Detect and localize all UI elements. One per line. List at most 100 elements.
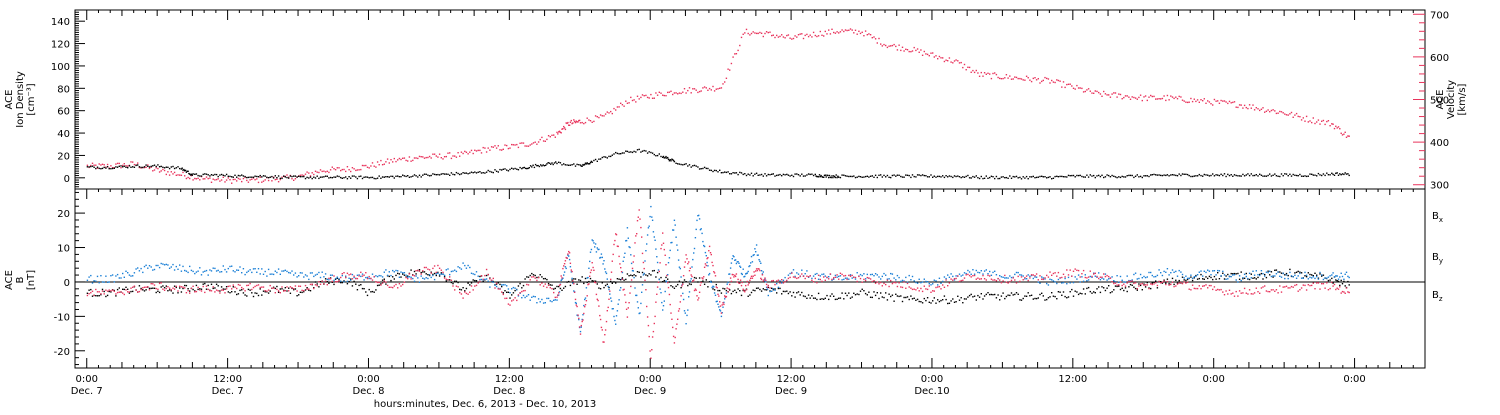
b-bz-point xyxy=(684,261,686,263)
velocity-point xyxy=(259,176,261,178)
density-point xyxy=(547,162,549,164)
velocity-point xyxy=(826,33,828,35)
density-point xyxy=(331,177,333,179)
velocity-point xyxy=(880,43,882,45)
density-point xyxy=(658,153,660,155)
velocity-point xyxy=(341,168,343,171)
b-bz-point xyxy=(630,285,632,288)
b-bz-point xyxy=(469,291,471,293)
density-point xyxy=(645,150,647,152)
density-point xyxy=(911,174,914,176)
b-bz-point xyxy=(597,299,599,302)
b-bz-point xyxy=(86,294,89,297)
velocity-point xyxy=(1136,98,1138,100)
b-bx-point xyxy=(968,294,971,297)
velocity-point xyxy=(599,114,602,116)
velocity-point xyxy=(693,88,696,90)
density-point xyxy=(1230,174,1232,176)
bottom-ytick-label: 20 xyxy=(57,209,70,220)
b-bz-point xyxy=(679,301,681,303)
b-by-point xyxy=(880,278,882,280)
density-point xyxy=(1035,176,1038,179)
density-point xyxy=(618,153,620,155)
b-bz-point xyxy=(400,285,402,287)
velocity-point xyxy=(962,66,964,69)
b-by-point xyxy=(787,274,790,276)
b-by-point xyxy=(454,269,456,271)
b-bx-point xyxy=(1129,283,1132,286)
density-point xyxy=(822,176,824,178)
b-bx-point xyxy=(923,297,925,300)
b-bx-point xyxy=(474,279,476,282)
b-by-point xyxy=(881,275,883,278)
b-by-point xyxy=(861,274,863,277)
b-bx-point xyxy=(241,289,243,291)
density-point xyxy=(963,176,966,178)
b-bz-point xyxy=(512,299,515,301)
density-point xyxy=(853,175,855,177)
velocity-point xyxy=(132,161,134,163)
density-point xyxy=(371,176,374,179)
b-bz-point xyxy=(192,285,194,287)
b-bz-point xyxy=(1319,288,1321,290)
b-by-point xyxy=(147,267,149,269)
velocity-point xyxy=(194,177,196,180)
b-by-point xyxy=(1146,276,1148,278)
b-by-point xyxy=(653,236,655,238)
density-point xyxy=(445,173,447,175)
density-point xyxy=(172,165,174,168)
b-by-point xyxy=(754,248,756,250)
b-by-point xyxy=(1232,274,1234,276)
b-bx-point xyxy=(162,285,164,287)
b-by-point xyxy=(158,266,161,269)
b-bx-point xyxy=(413,270,416,273)
b-bz-point xyxy=(143,286,146,288)
b-bx-point xyxy=(326,280,328,283)
b-by-point xyxy=(683,310,686,312)
b-by-point xyxy=(589,260,591,263)
b-bz-point xyxy=(160,282,162,284)
b-bx-point xyxy=(427,274,429,276)
velocity-point xyxy=(281,176,283,178)
velocity-point xyxy=(360,168,362,171)
velocity-point xyxy=(891,44,894,47)
b-bz-point xyxy=(291,287,293,289)
velocity-point xyxy=(616,106,619,108)
b-bx-point xyxy=(1133,286,1135,288)
b-by-point xyxy=(1195,275,1197,278)
b-bx-point xyxy=(682,281,684,284)
velocity-point xyxy=(452,155,454,157)
velocity-point xyxy=(1104,93,1107,95)
x-axis-title: hours:minutes, Dec. 6, 2013 - Dec. 10, 2… xyxy=(374,399,596,410)
velocity-point xyxy=(482,146,484,149)
b-bz-point xyxy=(620,267,622,269)
velocity-point xyxy=(516,143,518,146)
b-by-point xyxy=(633,276,635,279)
b-bz-point xyxy=(606,310,608,312)
density-point xyxy=(462,172,464,174)
x-tick-date-label: Dec. 9 xyxy=(634,386,666,397)
b-bz-point xyxy=(885,283,887,286)
b-bx-point xyxy=(1034,297,1036,300)
b-bx-point xyxy=(1072,295,1075,297)
b-bx-point xyxy=(1046,298,1048,301)
b-by-point xyxy=(762,271,764,273)
b-bz-point xyxy=(726,287,728,289)
velocity-point xyxy=(1255,107,1257,109)
density-point xyxy=(858,175,860,178)
b-bx-point xyxy=(975,299,977,301)
b-bz-point xyxy=(313,287,315,290)
b-bz-point xyxy=(739,279,742,281)
b-by-point xyxy=(153,268,156,271)
density-point xyxy=(1253,174,1256,177)
density-point xyxy=(1030,176,1033,178)
b-by-point xyxy=(630,262,633,265)
velocity-point xyxy=(366,166,369,168)
density-point xyxy=(1339,173,1341,175)
b-bx-point xyxy=(202,283,204,285)
top-ytick-label: 120 xyxy=(51,40,70,51)
b-bz-point xyxy=(923,285,925,287)
b-bz-point xyxy=(893,281,895,284)
b-by-point xyxy=(1275,273,1278,275)
